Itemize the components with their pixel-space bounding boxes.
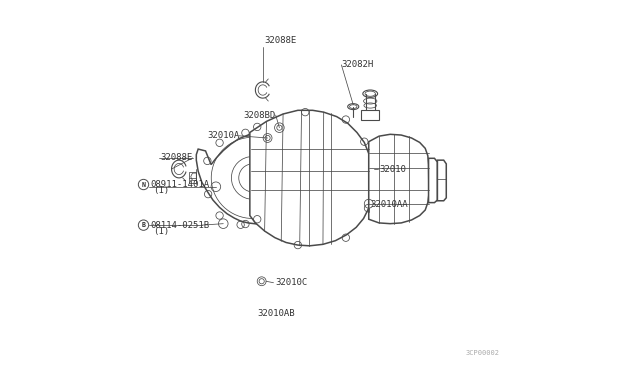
Polygon shape — [369, 134, 429, 224]
Polygon shape — [437, 160, 446, 201]
Text: 08911-1401A: 08911-1401A — [150, 180, 209, 189]
Text: 32088E: 32088E — [161, 153, 193, 163]
Text: 3208BD: 3208BD — [243, 110, 275, 120]
Text: B: B — [141, 222, 145, 228]
Polygon shape — [196, 132, 310, 224]
Text: 32010AB: 32010AB — [257, 309, 295, 318]
Text: (1): (1) — [154, 186, 170, 195]
Text: 3CP00002: 3CP00002 — [465, 350, 499, 356]
Text: 32088E: 32088E — [264, 36, 297, 45]
Text: (1): (1) — [154, 227, 170, 235]
Text: 32010: 32010 — [379, 165, 406, 174]
Polygon shape — [429, 158, 437, 203]
Text: 32010C: 32010C — [275, 278, 307, 287]
Polygon shape — [362, 110, 379, 119]
Text: 32010AA: 32010AA — [371, 200, 408, 209]
Polygon shape — [250, 110, 369, 246]
Text: 32010A: 32010A — [207, 131, 239, 140]
Text: N: N — [141, 182, 145, 187]
Text: 08114-0251B: 08114-0251B — [150, 221, 209, 230]
Text: 32082H: 32082H — [341, 60, 374, 70]
